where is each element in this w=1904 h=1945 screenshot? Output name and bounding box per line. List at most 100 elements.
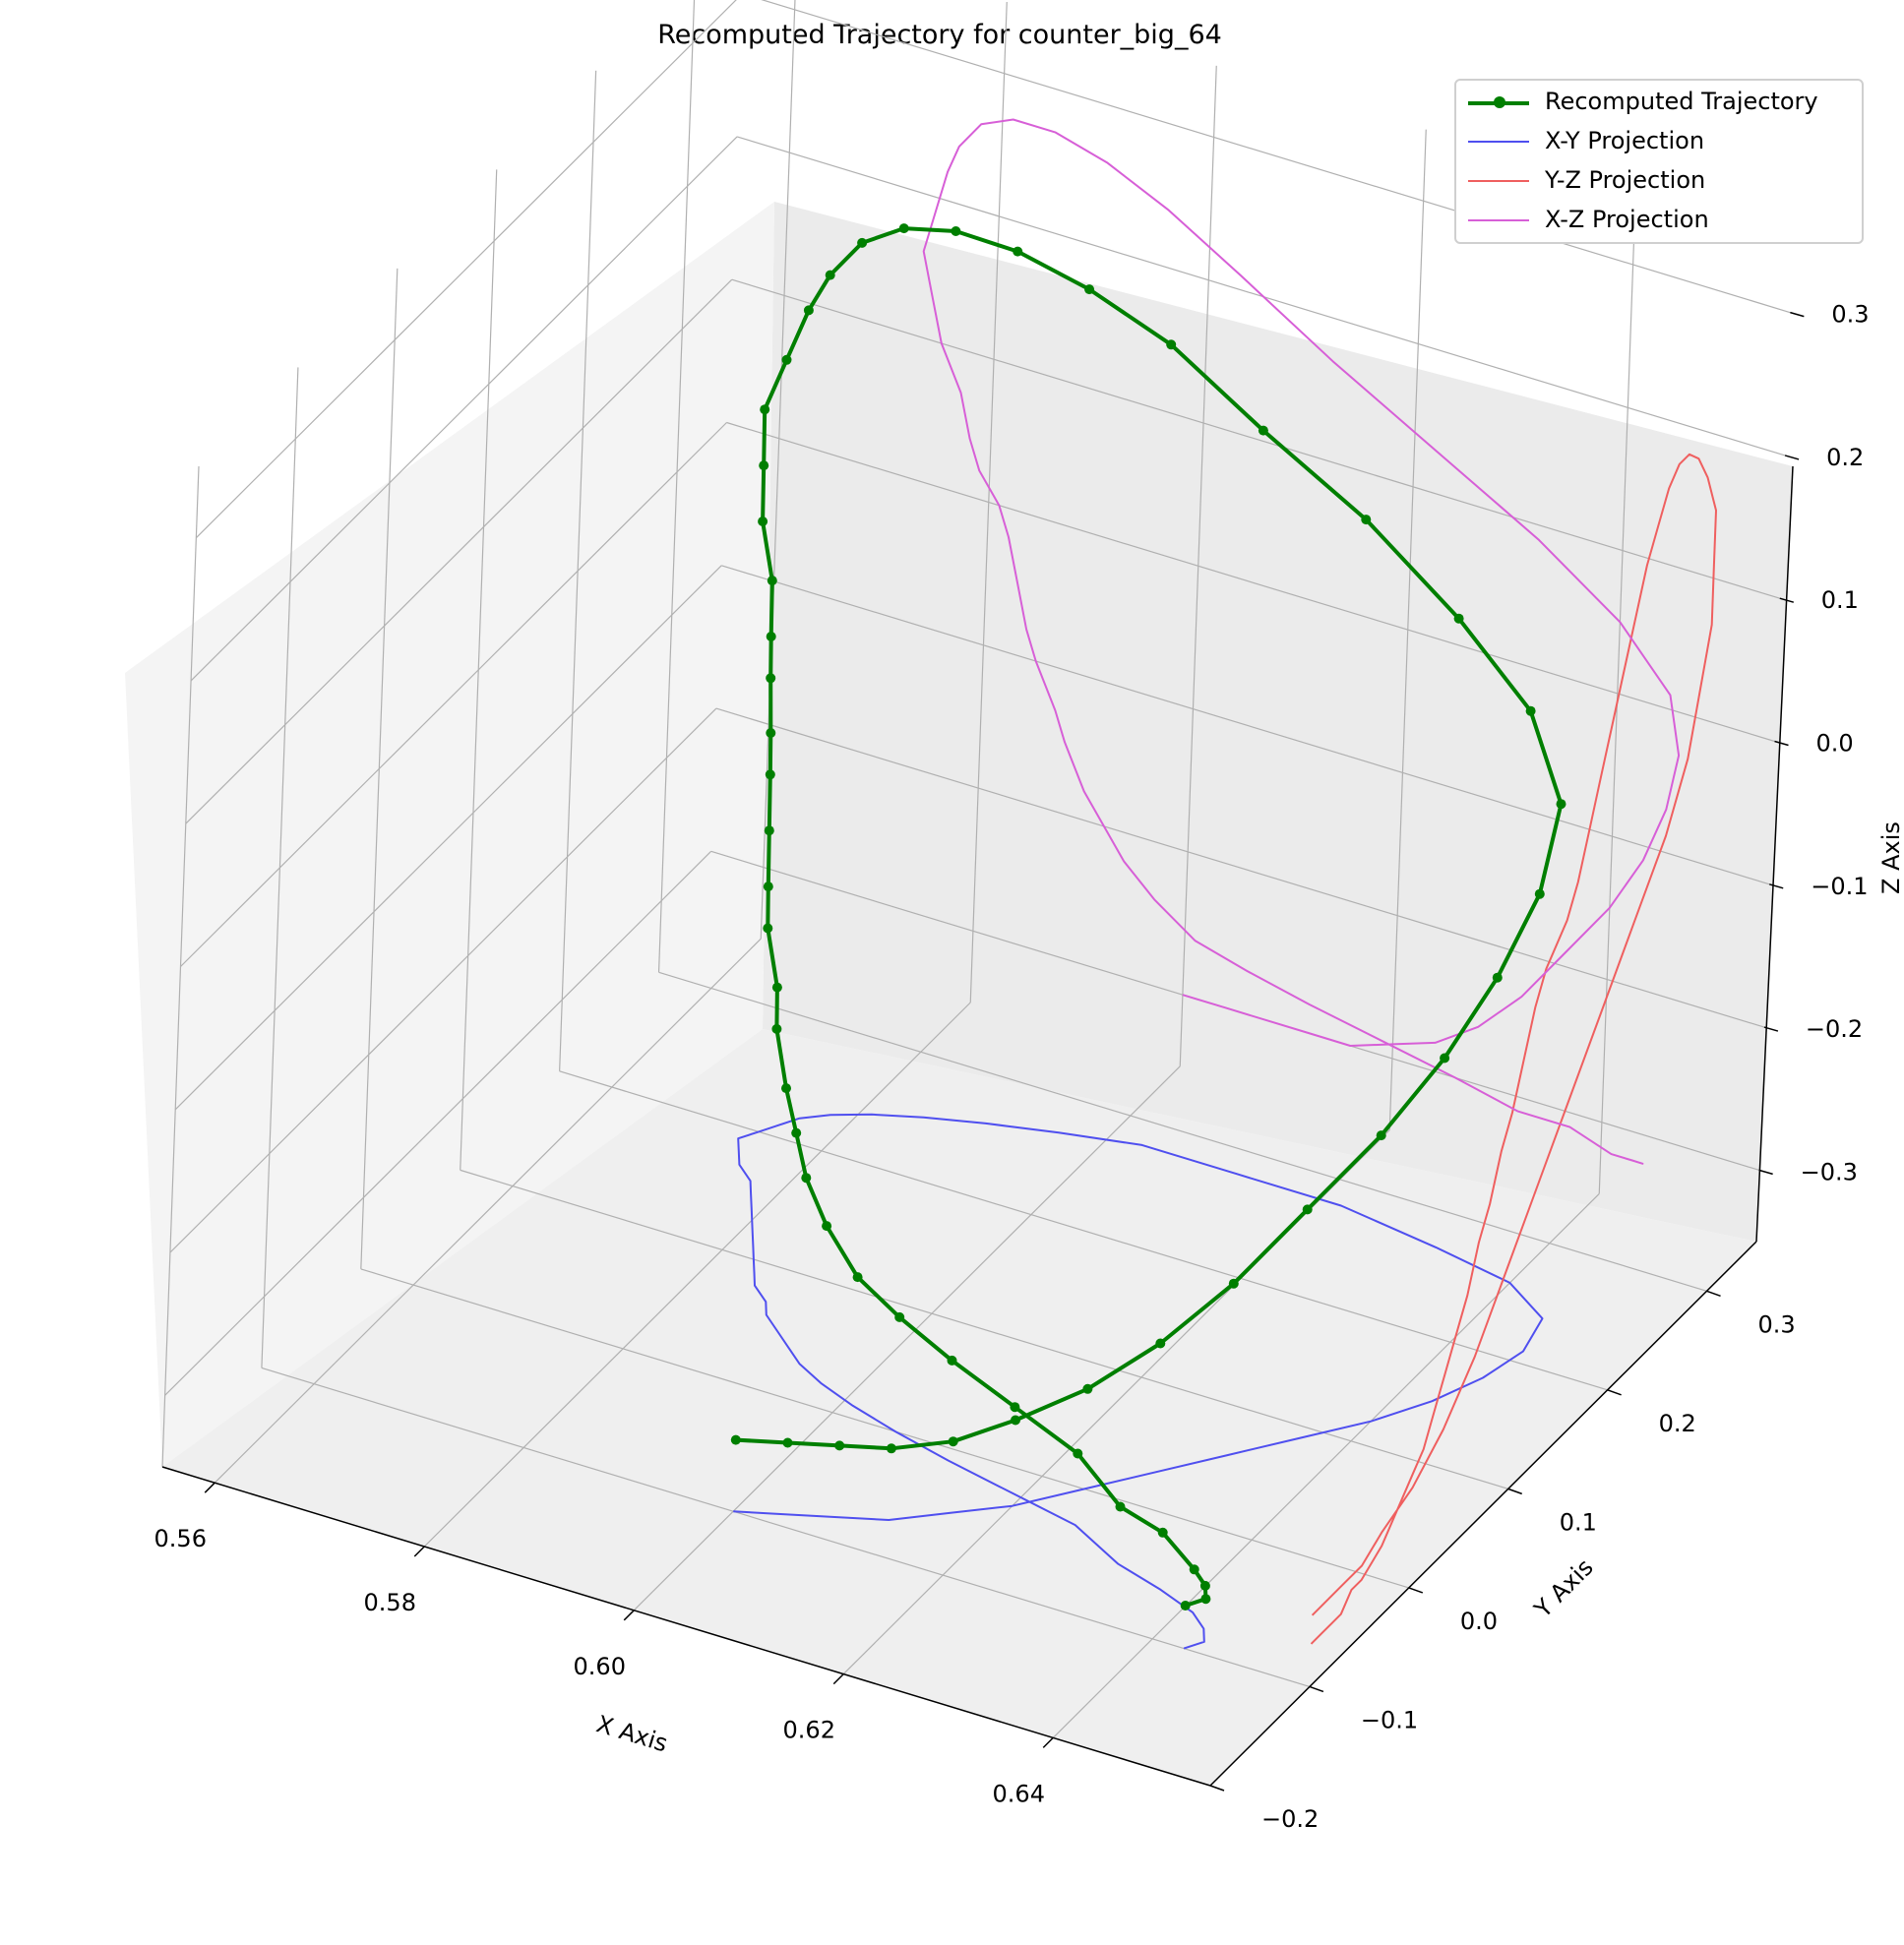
x-floor-gridline	[423, 1002, 971, 1548]
trajectory-point	[781, 1083, 791, 1094]
trajectory-line	[730, 223, 1566, 1611]
trajectory-point	[1492, 972, 1503, 983]
trajectory-point	[759, 460, 769, 471]
legend-marker-icon	[1494, 96, 1505, 108]
trajectory-point	[822, 1221, 832, 1232]
left-pane	[125, 202, 774, 1467]
trajectory-point	[1073, 1448, 1083, 1459]
x-tick-mark	[832, 1673, 844, 1685]
y-floor-gridline	[559, 1070, 1608, 1391]
trajectory-point	[766, 728, 776, 738]
xy-projection-line	[733, 1113, 1544, 1650]
y-tick-mark	[1309, 1685, 1324, 1693]
floor-pane	[162, 1029, 1756, 1786]
x-axis-line	[161, 1466, 1211, 1787]
legend-label-yz: Y-Z Projection	[1545, 166, 1706, 194]
z-tick-label: 0.1	[1821, 586, 1859, 614]
trajectory-point	[886, 1443, 896, 1454]
trajectory-point	[765, 769, 775, 780]
trajectory-point	[767, 576, 777, 586]
trajectory-point	[1453, 613, 1464, 624]
trajectory-point	[1011, 1415, 1020, 1426]
z-tick-label: 0.3	[1831, 301, 1869, 329]
z-side-gridline	[169, 707, 717, 1253]
trajectory-point	[1361, 515, 1372, 525]
legend-item-xz: X-Z Projection	[1456, 201, 1862, 240]
y-tick-label: 0.2	[1659, 1410, 1696, 1437]
x-tick-mark	[1042, 1736, 1054, 1748]
z-back-gridline	[736, 136, 1786, 456]
trajectory-point	[764, 825, 774, 836]
trajectory-point	[791, 1127, 802, 1138]
trajectory-point	[760, 404, 770, 415]
axis-ticks: 0.56 0.58 0.60 0.62 0.64 −0.2 −0.1 0.0 0.1 0.2 0.3…	[154, 301, 1870, 1833]
trajectory-point	[766, 632, 776, 641]
trajectory-point	[1189, 1564, 1199, 1575]
trajectory-point	[825, 270, 835, 280]
z-tick-mark	[1763, 1026, 1779, 1032]
trajectory-point	[1180, 1601, 1191, 1611]
trajectory-point	[763, 923, 773, 934]
x-tick-mark	[204, 1482, 215, 1493]
trajectory-point	[1534, 888, 1545, 899]
z-side-gridline	[174, 565, 722, 1111]
z-back-gridline	[731, 278, 1780, 599]
x-tick-label: 0.58	[364, 1589, 416, 1616]
trajectory-point	[763, 881, 773, 892]
x-floor-gridline	[214, 938, 762, 1484]
trajectory-point	[1376, 1130, 1386, 1141]
x-floor-gridline	[1052, 1192, 1600, 1738]
trajectory-point	[781, 354, 792, 365]
y-tick-label: 0.0	[1460, 1608, 1498, 1635]
z-side-gridline	[185, 278, 733, 824]
chart-title: Recomputed Trajectory for counter_big_64	[657, 20, 1222, 50]
trajectory-point	[947, 1355, 957, 1366]
trajectory-point	[1258, 425, 1268, 436]
trajectory-path	[735, 226, 1564, 1608]
legend-swatch-xy	[1468, 141, 1529, 143]
trajectory-point	[951, 226, 961, 236]
trajectory-point	[1228, 1278, 1239, 1289]
trajectory-point	[782, 1437, 793, 1448]
y-tick-mark	[1507, 1488, 1522, 1495]
y-tick-label: 0.1	[1560, 1508, 1597, 1536]
y-tick-mark	[1706, 1290, 1721, 1297]
x-tick-label: 0.62	[783, 1717, 835, 1744]
trajectory-point	[803, 305, 814, 316]
trajectory-point	[1166, 339, 1177, 350]
z-axis-line	[1755, 465, 1794, 1243]
legend-swatch-xz	[1468, 219, 1529, 221]
trajectory-point	[1200, 1594, 1211, 1605]
x-floor-gridline	[633, 1065, 1181, 1611]
legend-item-trajectory: Recomputed Trajectory	[1456, 83, 1862, 122]
z-back-gridline	[726, 421, 1775, 743]
trajectory-point	[1155, 1338, 1166, 1349]
z-back-gridline	[761, 0, 1791, 314]
z-axis-label: Z Axis	[1877, 821, 1904, 894]
yz-projection-line	[1310, 453, 1717, 1645]
x-tick-label: 0.56	[154, 1525, 207, 1552]
z-side-gridline	[190, 136, 738, 682]
z-tick-mark	[1758, 1169, 1773, 1176]
z-back-gridline	[721, 565, 1770, 885]
y-tick-mark	[1607, 1389, 1622, 1396]
z-back-gridline	[715, 707, 1765, 1028]
z-tick-mark	[1774, 740, 1789, 747]
legend-label-xz: X-Z Projection	[1545, 206, 1709, 233]
trajectory-point	[834, 1440, 845, 1451]
trajectory-point	[852, 1272, 863, 1283]
z-tick-mark	[1769, 883, 1784, 889]
z-side-gridline	[164, 850, 712, 1396]
trajectory-point	[801, 1173, 812, 1184]
legend-item-xy: X-Y Projection	[1456, 122, 1862, 161]
trajectory-point	[771, 982, 782, 993]
y-tick-mark	[1408, 1587, 1424, 1594]
y-tick-label: −0.1	[1361, 1706, 1418, 1733]
y-floor-gridline	[658, 971, 1707, 1292]
z-side-gridline	[180, 422, 727, 967]
y-tick-mark	[1209, 1785, 1225, 1792]
legend-item-yz: Y-Z Projection	[1456, 161, 1862, 201]
y-axis-label: Y Axis	[1528, 1553, 1598, 1623]
x-tick-label: 0.64	[993, 1780, 1045, 1807]
trajectory-point	[758, 517, 768, 526]
